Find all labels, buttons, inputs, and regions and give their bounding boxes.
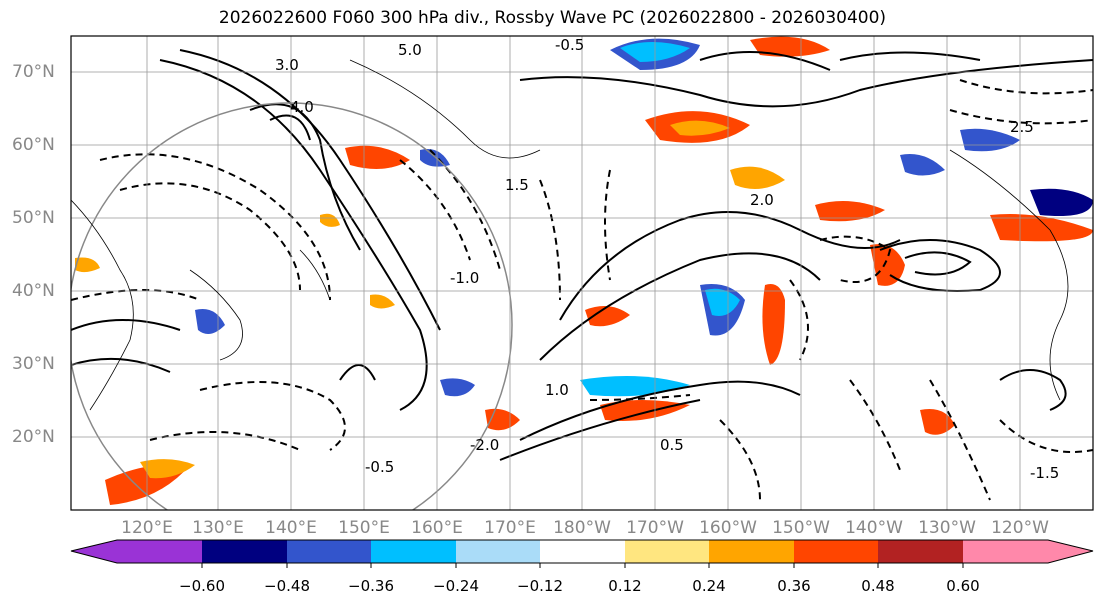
lat-label: 50°N xyxy=(12,208,55,228)
contour-label: -1.0 xyxy=(450,269,479,287)
lat-label: 70°N xyxy=(12,62,55,82)
contour-label: 2.5 xyxy=(1010,118,1034,136)
lon-label: 150°W xyxy=(772,518,830,538)
colorbar-tick-label: 0.36 xyxy=(777,577,811,595)
lon-label: 140°W xyxy=(845,518,903,538)
colorbar-swatch xyxy=(202,540,287,563)
lon-label: 140°E xyxy=(265,518,317,538)
colorbar-swatch xyxy=(963,540,1048,563)
contour-label: 3.0 xyxy=(275,56,299,74)
map-title: 2026022600 F060 300 hPa div., Rossby Wav… xyxy=(218,8,887,28)
colorbar-tick-label: 0.12 xyxy=(608,577,642,595)
coastlines xyxy=(71,59,1069,411)
negative-contours xyxy=(71,79,1093,501)
contour-label: -0.5 xyxy=(555,36,584,54)
lat-label: 20°N xyxy=(12,427,55,447)
colorbar-swatch xyxy=(371,540,456,563)
contour-label: 4.0 xyxy=(290,98,314,116)
colorbar xyxy=(70,539,1094,568)
colorbar-swatch xyxy=(625,540,709,563)
colorbar-tick-label: −0.36 xyxy=(348,577,394,595)
colorbar-extend-high xyxy=(1048,540,1093,563)
colorbar-tick-label: 0.48 xyxy=(861,577,895,595)
lon-label: 180°W xyxy=(553,518,611,538)
colorbar-tick-label: 0.60 xyxy=(946,577,980,595)
contour-label-group: 5.0 3.0 4.0 -0.5 1.5 2.0 -1.0 1.0 0.5 -0… xyxy=(275,36,1059,482)
lon-label: 120°E xyxy=(121,518,173,538)
colorbar-swatch xyxy=(878,540,963,563)
map-panel: 5.0 3.0 4.0 -0.5 1.5 2.0 -1.0 1.0 0.5 -0… xyxy=(71,36,1093,510)
colorbar-extend-low xyxy=(71,540,117,563)
contour-label: 1.0 xyxy=(545,381,569,399)
contour-label: 5.0 xyxy=(398,41,422,59)
contour-label: 2.0 xyxy=(750,191,774,209)
reference-circle xyxy=(71,102,513,510)
lon-label: 130°W xyxy=(918,518,976,538)
colorbar-swatch xyxy=(709,540,794,563)
colorbar-tick-label: −0.24 xyxy=(433,577,479,595)
contour-label: -2.0 xyxy=(470,436,499,454)
colorbar-tick-label: 0.24 xyxy=(692,577,726,595)
colorbar-swatch xyxy=(287,540,371,563)
colorbar-swatch xyxy=(456,540,540,563)
map-frame xyxy=(70,35,1094,511)
colorbar-swatch xyxy=(794,540,878,563)
colorbar-swatch xyxy=(117,540,202,563)
lat-label: 30°N xyxy=(12,354,55,374)
lon-label: 120°W xyxy=(991,518,1049,538)
lat-label: 40°N xyxy=(12,281,55,301)
contour-label: -0.5 xyxy=(365,458,394,476)
lon-label: 160°W xyxy=(699,518,757,538)
lon-label: 170°E xyxy=(484,518,536,538)
contour-label: -1.5 xyxy=(1030,464,1059,482)
lon-label: 160°E xyxy=(411,518,463,538)
colorbar-tick-label: −0.60 xyxy=(179,577,225,595)
colorbar-tick-label: −0.48 xyxy=(264,577,310,595)
lon-label: 150°E xyxy=(338,518,390,538)
gridlines xyxy=(71,36,1093,510)
contour-label: 1.5 xyxy=(505,176,529,194)
contour-label: 0.5 xyxy=(660,436,684,454)
positive-contours xyxy=(71,49,1093,461)
colorbar-swatch xyxy=(540,540,625,563)
colorbar-tick-label: −0.12 xyxy=(517,577,563,595)
lon-label: 130°E xyxy=(192,518,244,538)
lon-label: 170°W xyxy=(626,518,684,538)
lat-label: 60°N xyxy=(12,135,55,155)
